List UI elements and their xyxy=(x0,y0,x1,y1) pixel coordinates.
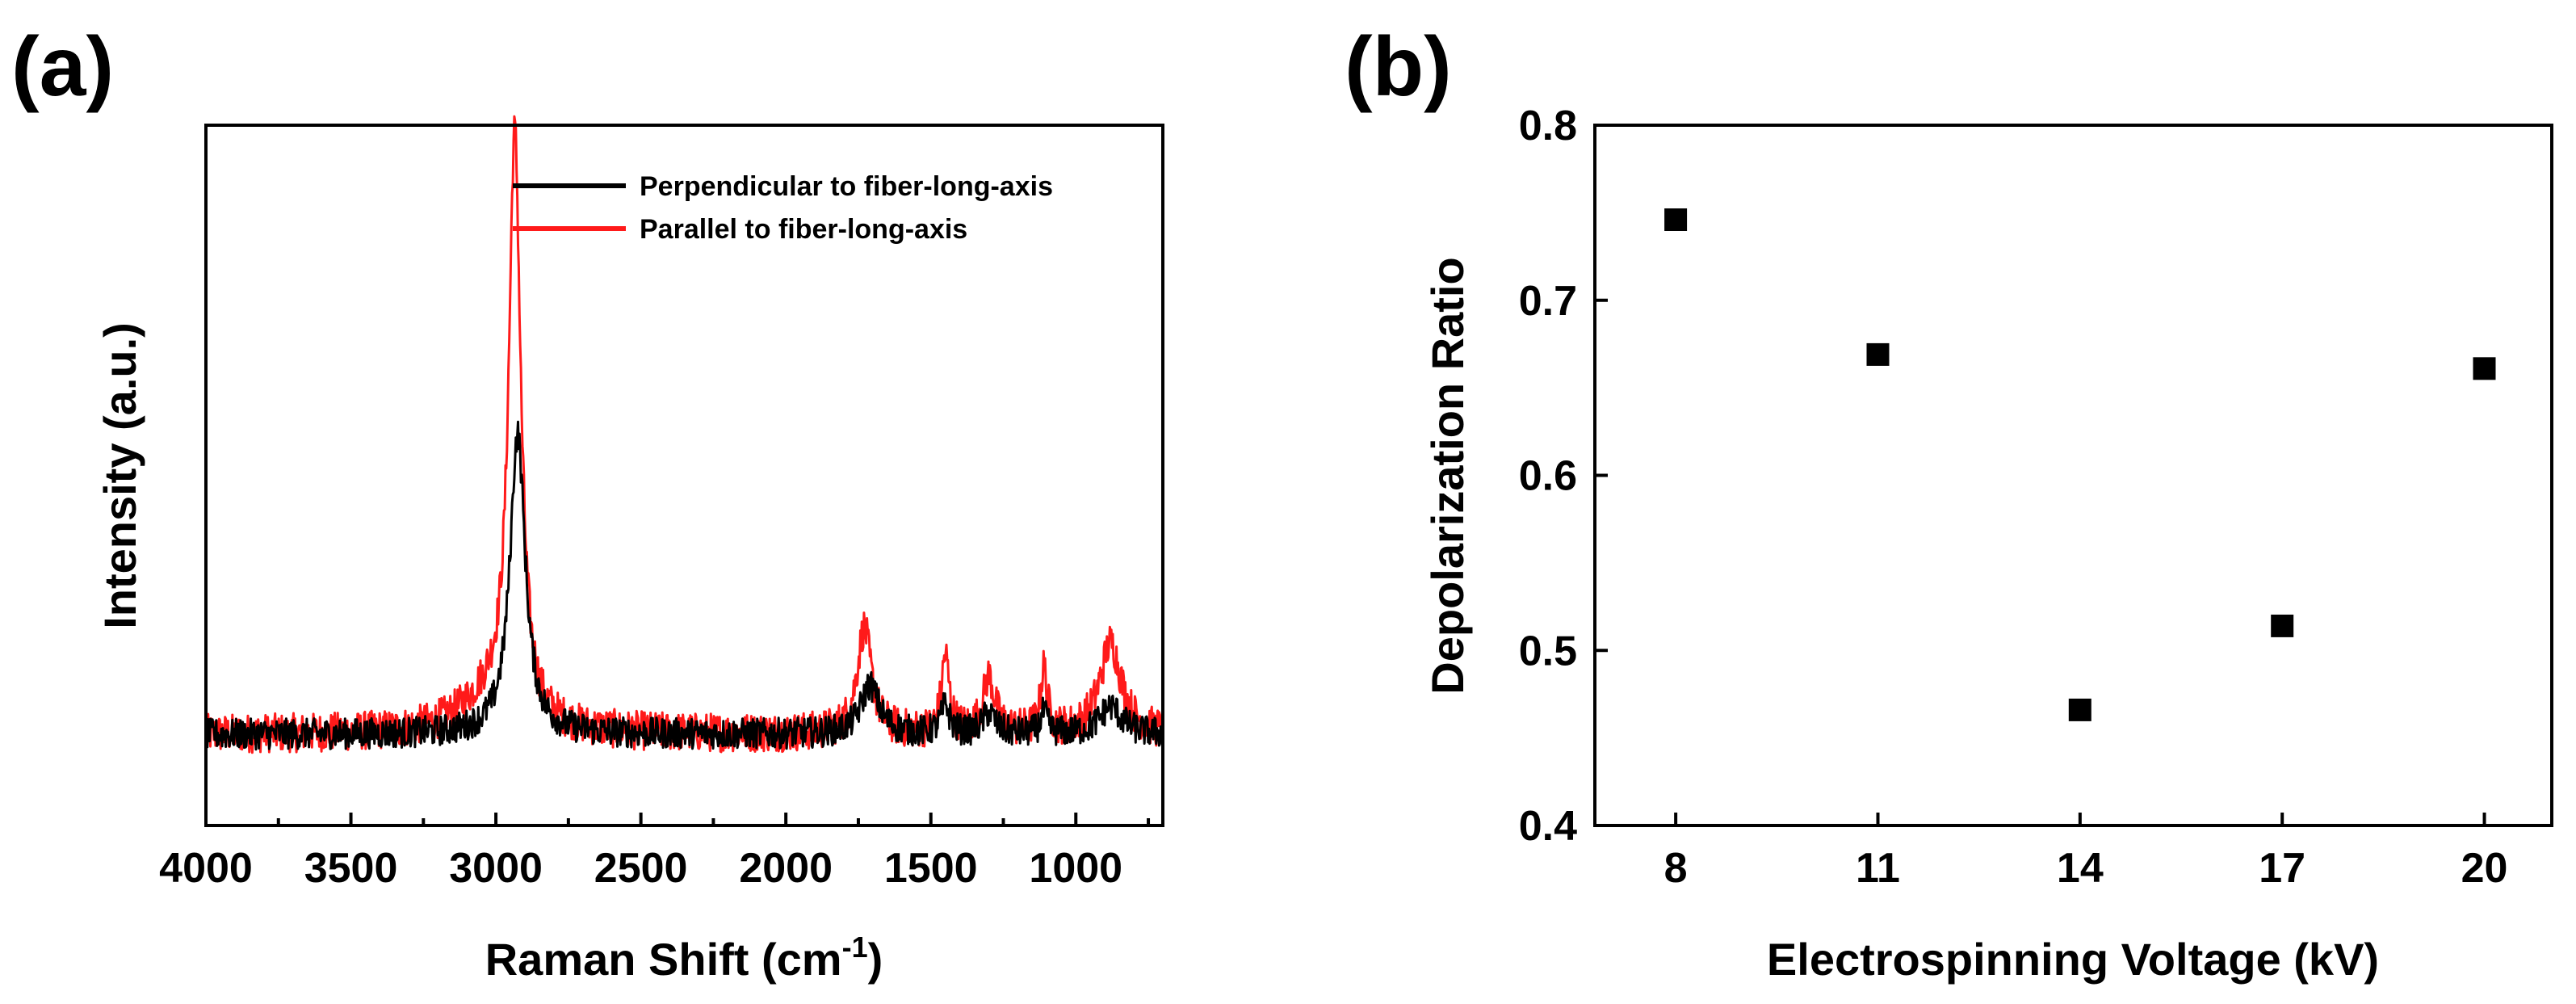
panel-a-label: (a) xyxy=(11,20,114,114)
depolarization-x-tick-label: 14 xyxy=(2057,845,2104,892)
raman-x-axis-title-main: Raman Shift (cm xyxy=(485,934,842,985)
depolarization-chart: 8 11 14 17 20 0.4 0.5 0.6 0.7 0.8 Depolarization … xyxy=(1422,103,2553,985)
raman-x-axis-title-end: ) xyxy=(868,934,883,985)
raman-x-tick-label: 4000 xyxy=(159,845,253,892)
legend-label-perpendicular: Perpendicular to fiber-long-axis xyxy=(640,171,1053,202)
depolarization-x-tick-label: 17 xyxy=(2259,845,2305,892)
depolarization-y-tick-label: 0.5 xyxy=(1519,628,1577,674)
legend-label-parallel: Parallel to fiber-long-axis xyxy=(640,214,967,245)
depolarization-y-tick-label: 0.4 xyxy=(1519,803,1577,850)
depolarization-point xyxy=(2473,357,2496,380)
raman-x-tick-label: 1500 xyxy=(884,845,978,892)
raman-legend: Perpendicular to fiber-long-axis Paralle… xyxy=(513,171,1053,245)
depolarization-x-tick-label: 20 xyxy=(2461,845,2508,892)
raman-plot-frame xyxy=(204,124,1164,827)
depolarization-x-tick-label: 11 xyxy=(1856,845,1900,892)
depolarization-y-tick-label: 0.8 xyxy=(1519,103,1577,149)
depolarization-y-axis-title: Depolarization Ratio xyxy=(1422,257,1473,694)
raman-x-ticks: 4000 3500 3000 2500 2000 1500 1000 xyxy=(159,813,1151,892)
raman-x-tick-label: 3500 xyxy=(304,845,398,892)
depolarization-x-tick-label: 8 xyxy=(1664,845,1688,892)
raman-x-tick-label: 1000 xyxy=(1029,845,1122,892)
raman-y-axis-title: Intensity (a.u.) xyxy=(94,322,145,629)
raman-x-tick-label: 3000 xyxy=(449,845,543,892)
depolarization-point xyxy=(1866,342,1890,366)
depolarization-y-tick-label: 0.7 xyxy=(1519,278,1577,325)
raman-spectrum-chart: 4000 3500 3000 2500 2000 1500 1000 Intensity (… xyxy=(94,115,1164,985)
panel-b-label: (b) xyxy=(1345,20,1452,114)
raman-x-tick-label: 2500 xyxy=(594,845,688,892)
depolarization-axis-ticks: 8 11 14 17 20 0.4 0.5 0.6 0.7 0.8 xyxy=(1519,103,2508,892)
depolarization-point xyxy=(2068,698,2091,721)
depolarization-point xyxy=(1664,208,1688,231)
raman-x-axis-title: Raman Shift (cm-1) xyxy=(485,930,883,985)
depolarization-y-tick-label: 0.6 xyxy=(1519,453,1577,500)
depolarization-point xyxy=(2271,614,2294,637)
raman-series-perpendicular-line xyxy=(204,420,1164,751)
depolarization-x-axis-title: Electrospinning Voltage (kV) xyxy=(1767,934,2379,985)
depolarization-points xyxy=(1664,208,2496,721)
raman-series-group xyxy=(204,115,1164,754)
raman-x-tick-label: 2000 xyxy=(739,845,833,892)
raman-series-parallel-line xyxy=(204,115,1164,754)
raman-x-axis-title-sup: -1 xyxy=(842,930,868,964)
